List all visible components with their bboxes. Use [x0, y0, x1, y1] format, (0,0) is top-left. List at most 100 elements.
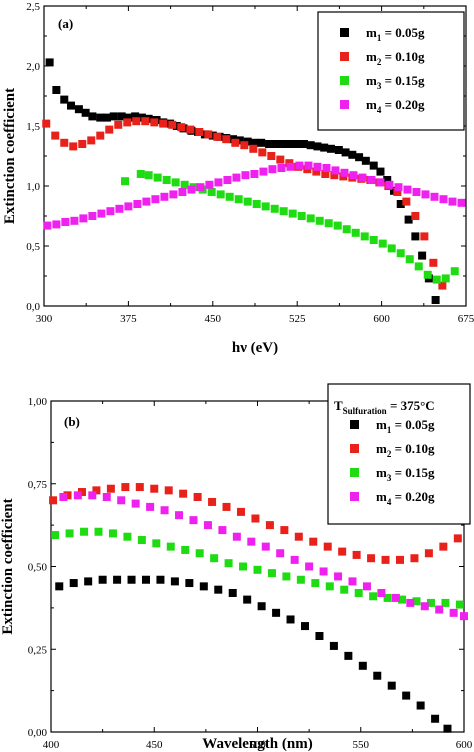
data-point [383, 593, 392, 602]
data-point [250, 170, 259, 178]
data-point [43, 221, 52, 230]
data-point [460, 612, 468, 621]
data-point [319, 567, 328, 576]
data-point [290, 555, 299, 564]
data-point [429, 258, 438, 267]
data-point [277, 164, 286, 172]
data-point [344, 651, 353, 660]
data-point [348, 150, 357, 159]
data-point [109, 112, 118, 121]
x-axis-label: Wavelength (nm) [202, 736, 312, 752]
data-point [236, 507, 245, 516]
data-point [297, 212, 306, 220]
data-point [369, 592, 378, 601]
data-point [282, 572, 291, 581]
data-point [207, 188, 216, 196]
data-point [78, 140, 87, 148]
legend-entry-value: = 0.15g [391, 465, 435, 480]
legend-entry-main: m [376, 417, 387, 432]
data-point [222, 135, 231, 144]
data-point [124, 202, 133, 211]
data-point [160, 506, 169, 515]
data-point [160, 192, 169, 201]
legend-entry-value: = 0.20g [391, 489, 435, 504]
data-point [358, 661, 367, 670]
data-point [369, 161, 378, 170]
data-point [331, 166, 340, 175]
data-point [231, 138, 240, 147]
data-point [61, 218, 70, 226]
data-point [42, 119, 51, 128]
data-point [338, 547, 347, 556]
legend-entry-value: = 0.05g [391, 417, 435, 432]
data-point [105, 125, 114, 134]
data-point [121, 177, 130, 186]
legend-entry-value: = 0.10g [391, 441, 435, 456]
data-point [81, 108, 90, 117]
data-point [121, 483, 130, 492]
legend-entry-value: = 0.05g [381, 25, 425, 40]
data-point [97, 209, 106, 218]
data-point [88, 112, 97, 121]
data-point [60, 95, 69, 104]
data-point [414, 262, 423, 271]
data-point [324, 219, 333, 228]
y-tick-label: 1,00 [28, 396, 48, 408]
data-point [232, 532, 241, 541]
x-tick-label: 600 [373, 313, 390, 325]
data-point [222, 502, 231, 511]
data-point [376, 167, 385, 176]
data-point [270, 204, 279, 213]
data-point [141, 117, 150, 126]
data-point [216, 190, 225, 199]
data-point [295, 161, 304, 170]
data-point [239, 562, 248, 571]
data-point [261, 202, 270, 211]
data-point [218, 526, 227, 535]
legend-entry-subscript: 1 [377, 33, 382, 43]
x-tick-label: 525 [289, 313, 306, 325]
data-point [52, 220, 61, 229]
data-point [151, 195, 160, 204]
data-point [271, 140, 280, 148]
data-point [315, 216, 324, 225]
y-tick-label: 0,0 [26, 301, 40, 313]
x-tick-label: 550 [353, 739, 370, 751]
legend-entry-main: m [366, 49, 377, 64]
data-point [213, 132, 222, 141]
data-point [292, 140, 301, 148]
data-point [51, 531, 60, 540]
data-point [294, 532, 303, 541]
data-point [228, 588, 237, 597]
data-point [52, 86, 61, 94]
y-tick-label: 2,5 [26, 1, 40, 13]
data-point [334, 146, 343, 154]
data-point [404, 215, 413, 224]
series-4 [59, 491, 468, 621]
legend-title-main: T [334, 398, 343, 413]
data-point [306, 141, 315, 150]
data-point [181, 545, 190, 554]
data-point [189, 516, 198, 525]
data-point [214, 178, 223, 187]
y-axis-label: Extinction coefficient [0, 498, 16, 634]
x-tick-label: 600 [456, 739, 473, 751]
data-point [177, 123, 186, 132]
data-point [175, 511, 184, 520]
legend-entry-value: = 0.20g [381, 97, 425, 112]
data-point [457, 198, 466, 207]
legend-entry-subscript: 3 [387, 473, 392, 483]
data-point [311, 579, 320, 588]
data-point [285, 140, 294, 148]
data-point [186, 125, 195, 134]
data-point [378, 239, 387, 248]
data-point [136, 170, 145, 178]
data-point [286, 162, 295, 171]
data-point [406, 598, 415, 607]
data-point [208, 131, 217, 140]
data-point [88, 491, 97, 500]
x-tick-label: 300 [36, 313, 53, 325]
data-point [146, 502, 155, 511]
y-axis-label: Extinction coefficient [2, 88, 18, 224]
